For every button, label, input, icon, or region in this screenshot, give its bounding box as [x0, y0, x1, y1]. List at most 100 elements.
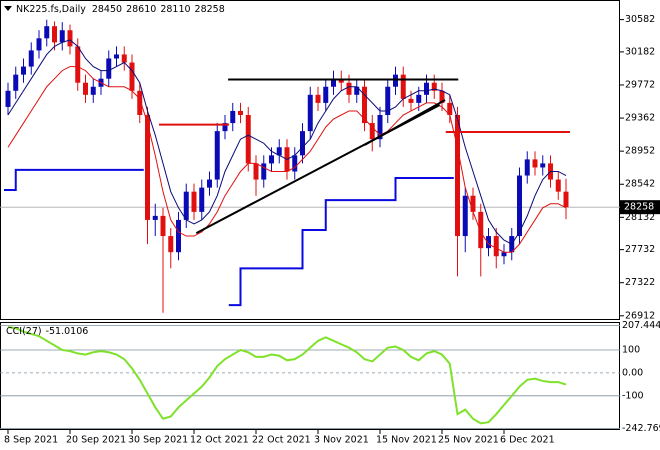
current-price-box	[620, 200, 660, 215]
candle-body	[416, 94, 422, 103]
header: NK225.fs,Daily 28450 28610 28110 28258	[16, 4, 225, 15]
candle-body	[114, 54, 119, 59]
candle-body	[152, 215, 158, 220]
candle-body	[517, 175, 522, 237]
candle-body	[292, 155, 298, 172]
open-value: 28450	[92, 4, 122, 15]
main-frame	[0, 0, 620, 320]
candle-body	[493, 236, 499, 257]
y-tick-label: -100	[622, 390, 644, 401]
candle-body	[486, 236, 491, 249]
candle-body	[362, 86, 367, 124]
x-tick-label: 8 Sep 2021	[4, 435, 58, 446]
candle-body	[462, 195, 468, 237]
candle-body	[524, 159, 530, 176]
cci-line	[7, 326, 567, 425]
candle-body	[323, 86, 329, 103]
cci-title: CCI(27)	[6, 326, 42, 337]
y-tick-label: 30182	[625, 46, 655, 57]
moving-average	[7, 39, 567, 245]
candle-body	[36, 38, 42, 51]
candle-body	[447, 102, 453, 115]
candle-body	[83, 82, 88, 95]
symbol: NK225.fs,Daily	[16, 4, 86, 15]
candle-body	[13, 74, 19, 91]
candle-body	[369, 123, 375, 140]
x-tick-label: 12 Oct 2021	[190, 435, 249, 446]
y-tick-label: 26912	[625, 310, 655, 321]
y-tick-label: 29772	[625, 79, 655, 90]
candle-body	[276, 147, 282, 156]
candle-body	[214, 131, 220, 180]
y-tick-label: 207.4445	[622, 320, 660, 331]
x-tick-label: 6 Dec 2021	[500, 435, 555, 446]
low-value: 28110	[160, 4, 190, 15]
candle-body	[540, 163, 546, 168]
candle-body	[315, 94, 321, 103]
moving-average	[7, 66, 567, 253]
x-tick-label: 20 Sep 2021	[66, 435, 126, 446]
candle-body	[183, 191, 189, 220]
level-line	[4, 168, 454, 307]
candle-body	[455, 114, 460, 237]
candle-body	[199, 187, 205, 212]
trend-line	[364, 99, 446, 146]
candle-body	[121, 54, 127, 63]
y-tick-label: 27732	[625, 244, 655, 255]
candle-body	[75, 46, 81, 83]
current-price-label: 28258	[624, 202, 654, 213]
y-tick-label: 30582	[625, 14, 655, 25]
candle-body	[90, 86, 96, 95]
x-tick-label: 30 Sep 2021	[128, 435, 188, 446]
close-value: 28258	[195, 4, 225, 15]
candle-body	[253, 163, 259, 180]
candle-body	[129, 62, 135, 91]
candle-body	[331, 78, 336, 87]
candle-body	[470, 195, 476, 212]
candle-body	[478, 211, 484, 249]
level-line	[159, 123, 570, 133]
y-tick-label: -242.769	[622, 423, 660, 434]
y-tick-label: 28132	[625, 212, 655, 223]
x-tick-label: 25 Nov 2021	[438, 435, 499, 446]
y-tick-label: 29362	[625, 113, 655, 124]
y-tick-label: 28542	[625, 179, 655, 190]
candle-body	[145, 114, 150, 220]
candle-body	[230, 110, 236, 124]
y-tick-label: 0.00	[622, 367, 643, 378]
y-tick-label: 100	[622, 344, 640, 355]
candle-body	[106, 58, 112, 79]
menu-arrow[interactable]	[4, 6, 12, 11]
candle-body	[307, 94, 313, 132]
candle-body	[59, 30, 65, 43]
candle-body	[44, 26, 50, 39]
candle-body	[28, 50, 34, 67]
y-tick-label: 27322	[625, 277, 655, 288]
cci-frame	[0, 322, 620, 430]
candle-body	[5, 90, 11, 107]
candle-body	[408, 98, 414, 103]
candle-body	[501, 252, 507, 257]
candle-body	[431, 82, 437, 91]
candle-body	[245, 114, 251, 164]
candle-body	[439, 90, 445, 103]
candle-body	[532, 159, 538, 168]
candle-body	[52, 26, 57, 43]
candle-body	[238, 110, 243, 115]
candle-body	[160, 215, 166, 237]
cci-header: CCI(27) -51.0106	[6, 326, 88, 337]
candle-body	[207, 179, 212, 188]
candle-body	[21, 66, 26, 75]
candle-body	[300, 131, 305, 156]
cci-value: -51.0106	[46, 326, 89, 337]
candle-body	[168, 236, 174, 253]
candle-body	[424, 82, 429, 95]
high-value: 28610	[126, 4, 156, 15]
candle-body	[563, 191, 569, 208]
candle-body	[67, 30, 73, 47]
candle-body	[137, 90, 143, 115]
candle-body	[393, 74, 398, 87]
candle-body	[222, 123, 228, 132]
candle-body	[400, 74, 406, 99]
candle-body	[269, 155, 274, 164]
